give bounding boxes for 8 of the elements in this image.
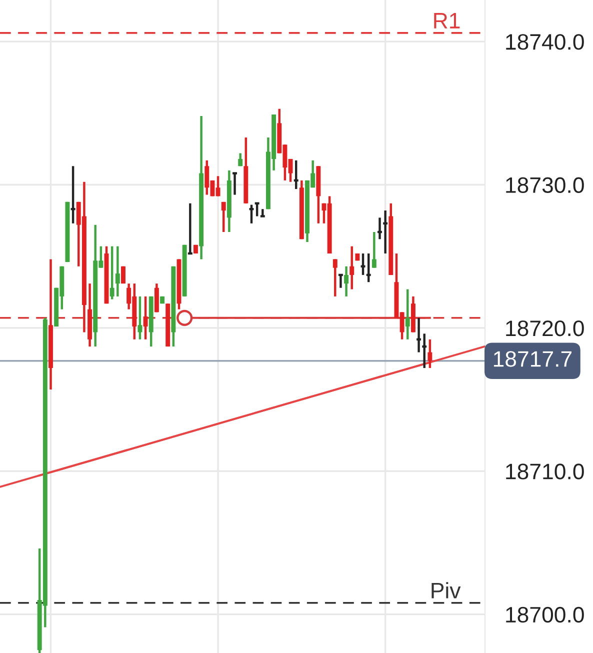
y-tick-label: 18720.0 — [506, 320, 584, 336]
y-tick-label: 18710.0 — [506, 464, 584, 480]
ref-line-label: Piv — [432, 582, 461, 598]
y-tick-label: 18740.0 — [506, 34, 584, 50]
ref-line-label: R1 — [434, 13, 460, 28]
y-tick-label: 18700.0 — [506, 606, 584, 623]
y-tick-label: 18730.0 — [506, 177, 584, 193]
ref-line-label: 18717.7 — [494, 351, 572, 367]
